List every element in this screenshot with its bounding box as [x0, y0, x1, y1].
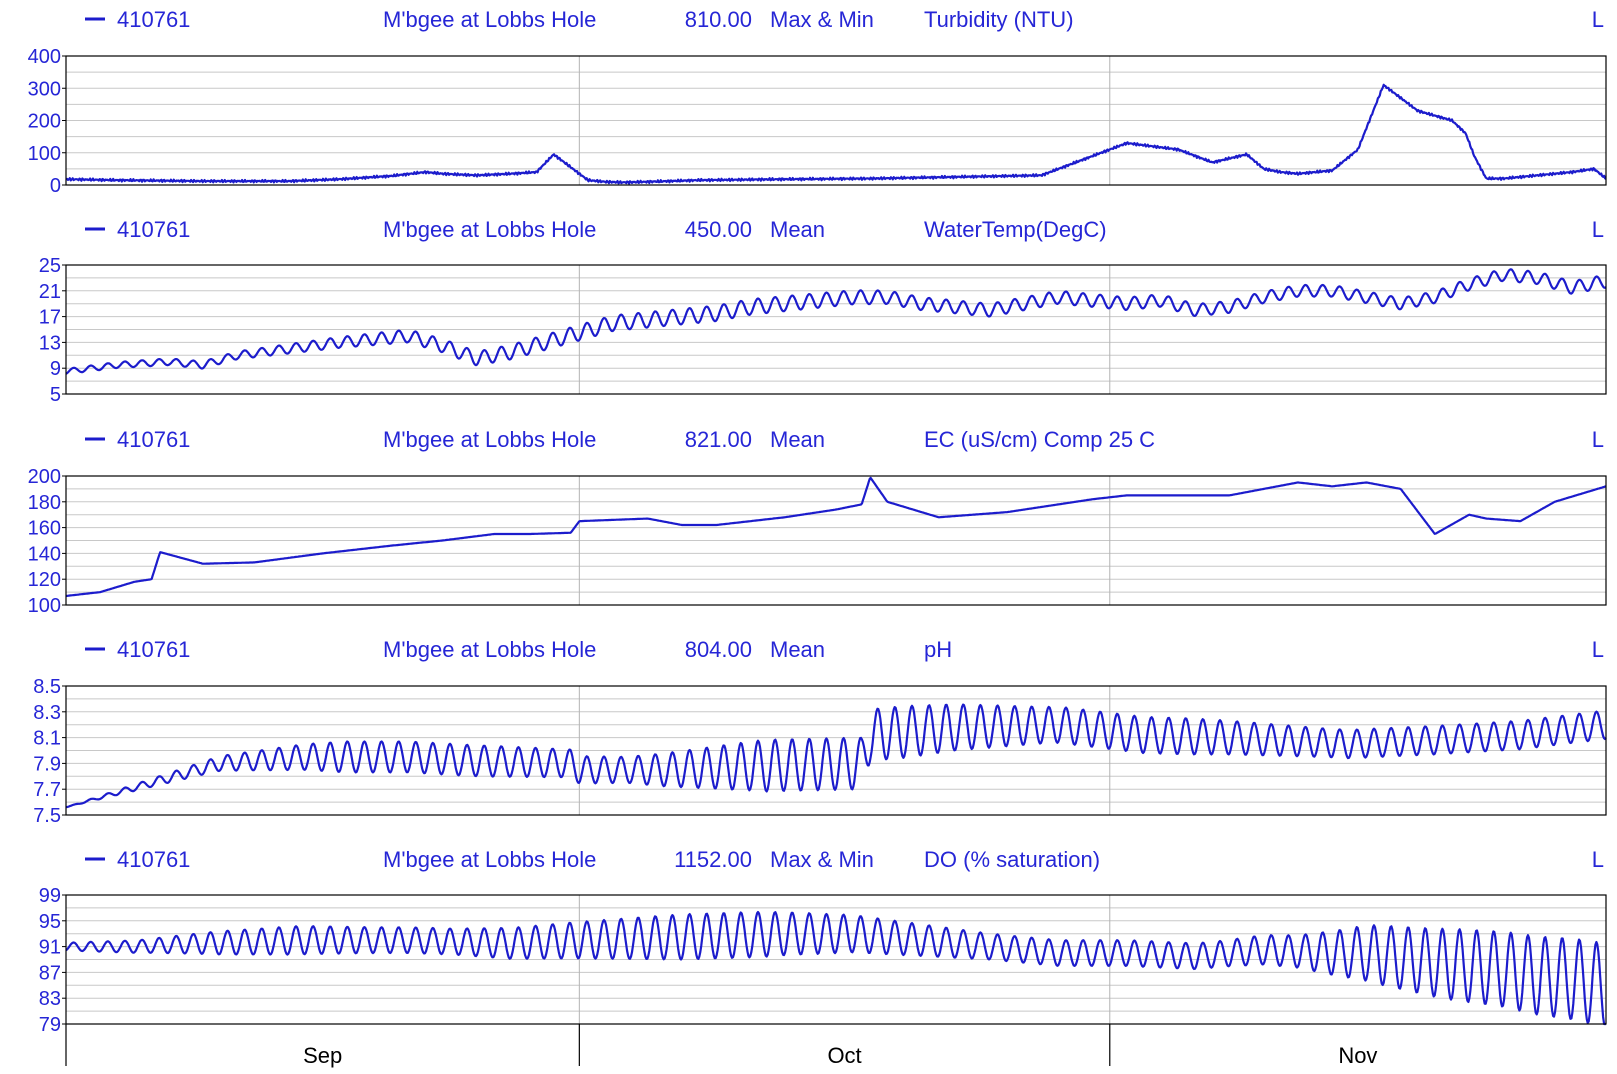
y-tick-label-1: 25 — [39, 255, 61, 277]
y-tick-label-4: 91 — [39, 937, 61, 959]
station-label-3: 410761 — [117, 637, 190, 662]
plot-frame-2 — [65, 475, 1607, 606]
y-tick-label-0: 400 — [28, 46, 61, 68]
code-label-1: 450.00 — [685, 217, 752, 242]
station-label-0: 410761 — [117, 7, 190, 32]
y-tick-label-3: 8.1 — [33, 728, 61, 750]
flag-label-4: L — [1592, 847, 1604, 872]
variable-label-3: pH — [924, 637, 952, 662]
series-line-1 — [65, 268, 1607, 375]
y-tick-label-2: 160 — [28, 518, 61, 540]
site-label-0: M'bgee at Lobbs Hole — [383, 7, 596, 32]
site-label-1: M'bgee at Lobbs Hole — [383, 217, 596, 242]
month-label-sep: Sep — [303, 1043, 342, 1068]
y-tick-label-0: 0 — [50, 175, 61, 197]
series-line-2 — [65, 476, 1607, 598]
plot-frame-3 — [65, 685, 1607, 816]
month-label-nov: Nov — [1338, 1043, 1377, 1068]
y-tick-label-1: 5 — [50, 384, 61, 406]
site-label-2: M'bgee at Lobbs Hole — [383, 427, 596, 452]
flag-label-1: L — [1592, 217, 1604, 242]
y-tick-label-3: 7.7 — [33, 779, 61, 801]
y-tick-label-0: 100 — [28, 143, 61, 165]
site-label-4: M'bgee at Lobbs Hole — [383, 847, 596, 872]
station-label-4: 410761 — [117, 847, 190, 872]
site-label-3: M'bgee at Lobbs Hole — [383, 637, 596, 662]
y-tick-label-4: 83 — [39, 988, 61, 1010]
station-label-2: 410761 — [117, 427, 190, 452]
code-label-2: 821.00 — [685, 427, 752, 452]
y-tick-label-3: 8.3 — [33, 702, 61, 724]
y-tick-label-4: 79 — [39, 1014, 61, 1036]
code-label-3: 804.00 — [685, 637, 752, 662]
series-line-0 — [65, 83, 1607, 185]
y-tick-label-2: 140 — [28, 543, 61, 565]
station-label-1: 410761 — [117, 217, 190, 242]
y-tick-label-3: 7.5 — [33, 805, 61, 827]
code-label-4: 1152.00 — [674, 847, 752, 872]
variable-label-0: Turbidity (NTU) — [924, 7, 1074, 32]
y-tick-label-4: 95 — [39, 911, 61, 933]
plot-frame-0 — [65, 55, 1607, 186]
flag-label-0: L — [1592, 7, 1604, 32]
variable-label-4: DO (% saturation) — [924, 847, 1100, 872]
month-label-oct: Oct — [827, 1043, 861, 1068]
y-tick-label-3: 7.9 — [33, 753, 61, 775]
y-tick-label-2: 180 — [28, 492, 61, 514]
y-tick-label-1: 9 — [50, 358, 61, 380]
y-tick-label-2: 100 — [28, 595, 61, 617]
stat-label-2: Mean — [770, 427, 825, 452]
plot-frame-1 — [65, 264, 1607, 395]
y-tick-label-2: 120 — [28, 569, 61, 591]
variable-label-1: WaterTemp(DegC) — [924, 217, 1107, 242]
series-line-4 — [65, 910, 1607, 1026]
stat-label-1: Mean — [770, 217, 825, 242]
y-tick-label-4: 87 — [39, 962, 61, 984]
stat-label-0: Max & Min — [770, 7, 874, 32]
y-tick-label-0: 200 — [28, 111, 61, 133]
series-line-3 — [65, 703, 1607, 809]
code-label-0: 810.00 — [685, 7, 752, 32]
y-tick-label-1: 17 — [39, 307, 61, 329]
y-tick-label-3: 8.5 — [33, 676, 61, 698]
y-tick-label-4: 99 — [39, 885, 61, 907]
flag-label-3: L — [1592, 637, 1604, 662]
y-tick-label-2: 200 — [28, 466, 61, 488]
stat-label-4: Max & Min — [770, 847, 874, 872]
y-tick-label-0: 300 — [28, 78, 61, 100]
y-tick-label-1: 21 — [39, 281, 61, 303]
stat-label-3: Mean — [770, 637, 825, 662]
flag-label-2: L — [1592, 427, 1604, 452]
plot-frame-4 — [65, 894, 1607, 1025]
variable-label-2: EC (uS/cm) Comp 25 C — [924, 427, 1155, 452]
y-tick-label-1: 13 — [39, 332, 61, 354]
